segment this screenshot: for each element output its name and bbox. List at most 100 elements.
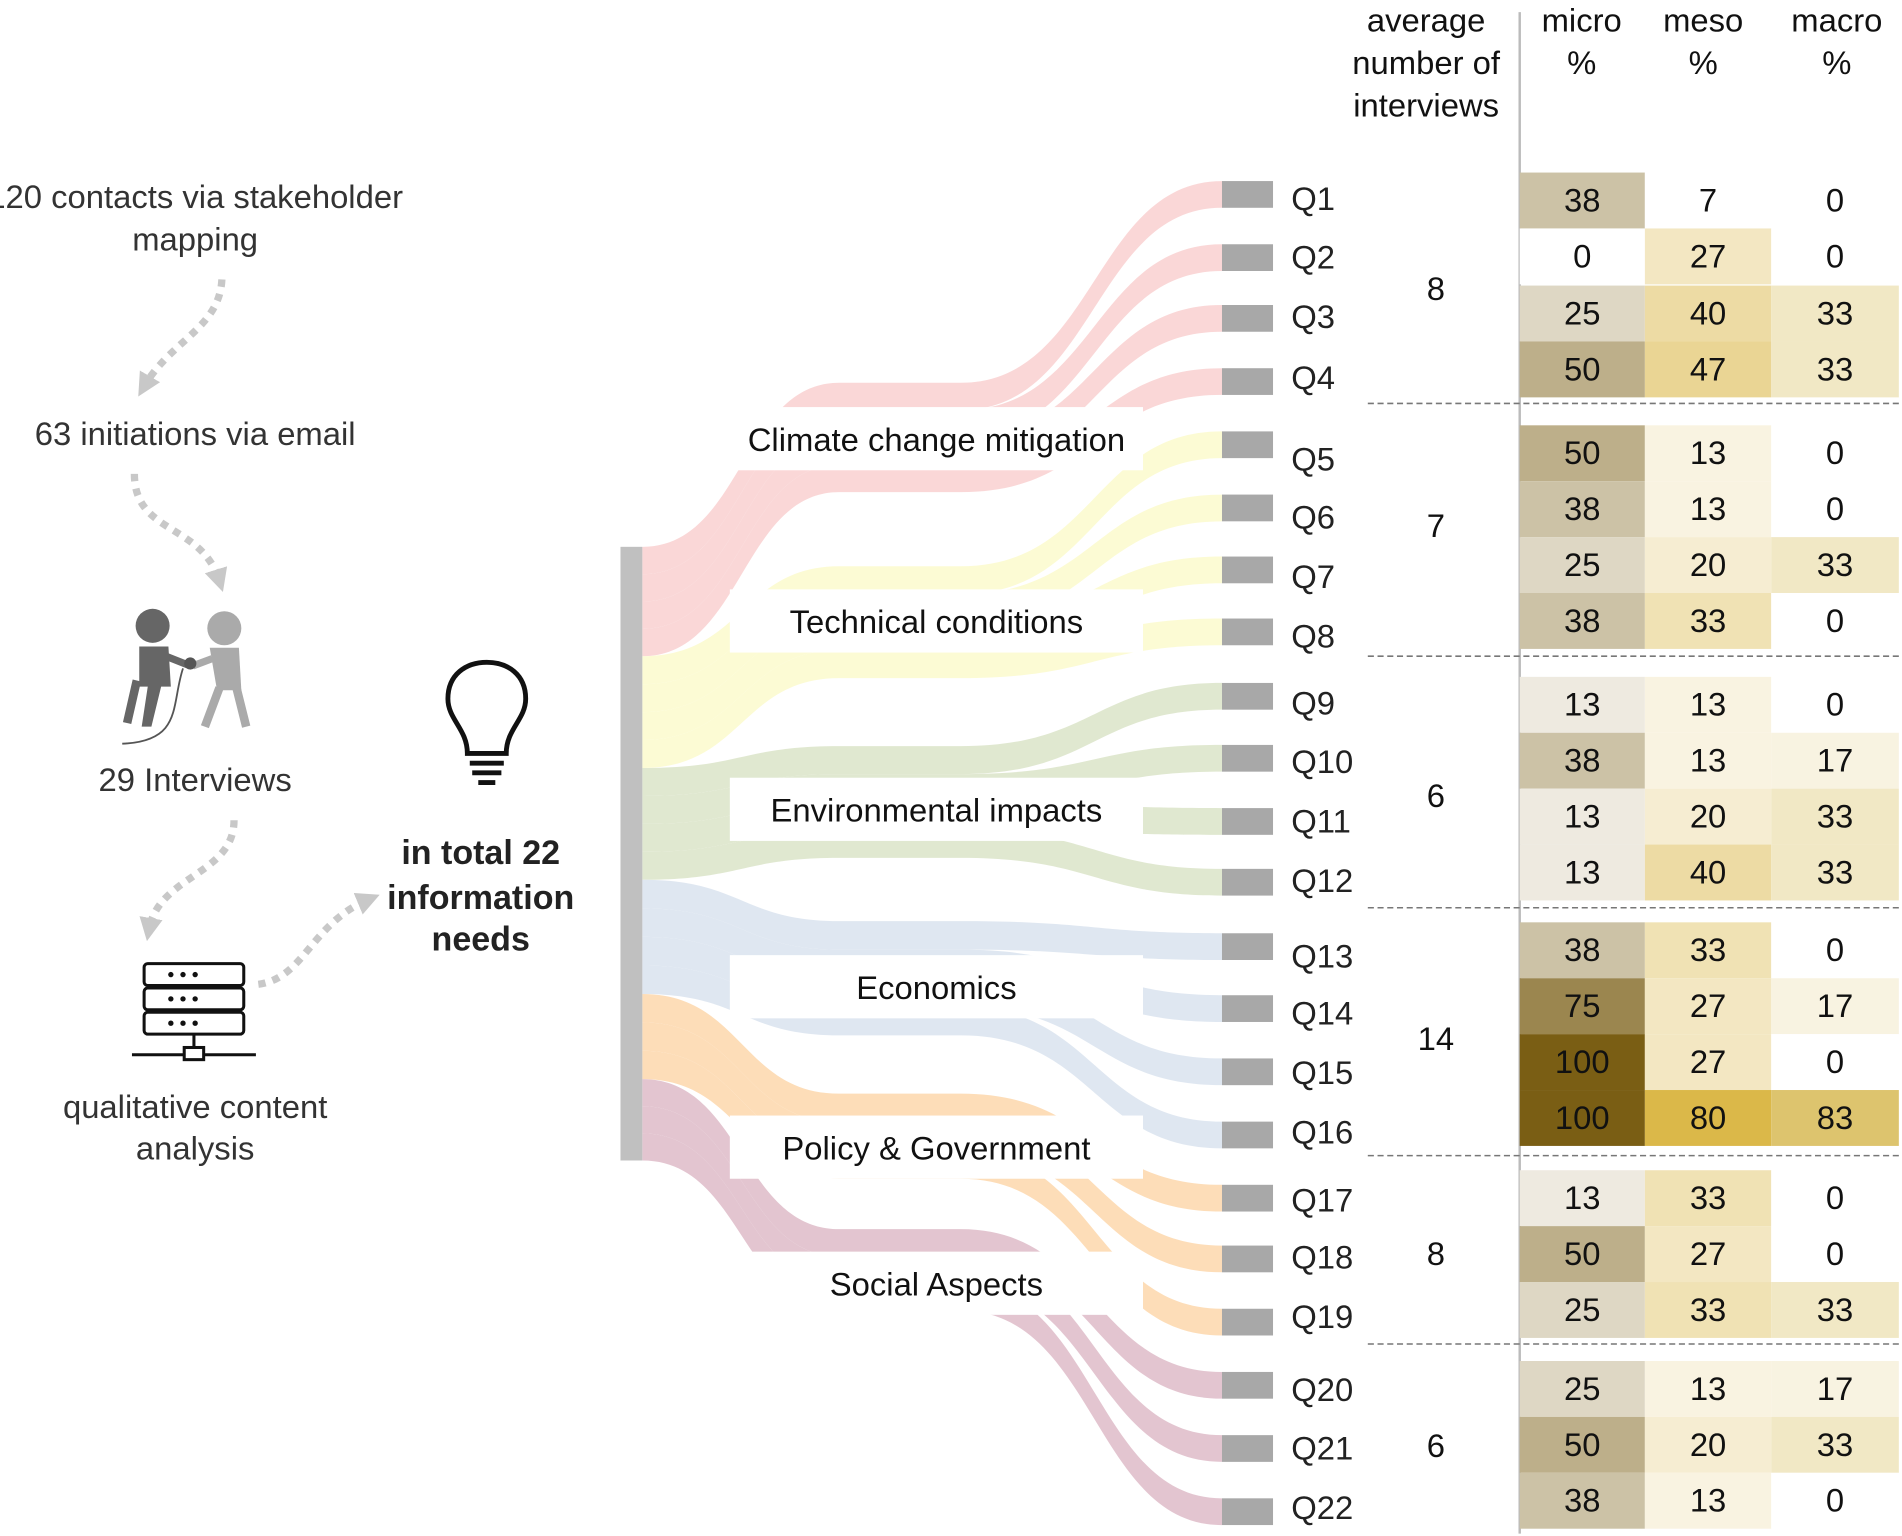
question-node (1221, 244, 1274, 271)
micro-value: 38 (1564, 490, 1600, 527)
question-label: Q18 (1291, 1239, 1353, 1276)
question-label: Q10 (1291, 743, 1353, 780)
macro-cell (1771, 481, 1899, 538)
meso-cell (1644, 172, 1772, 229)
category-label-box (729, 407, 1143, 471)
question-label: Q21 (1291, 1429, 1353, 1466)
category-label: Social Aspects (830, 1265, 1043, 1302)
category-label: Economics (856, 969, 1016, 1006)
micro-cell (1519, 922, 1645, 979)
step-email-initiations: 63 initiations via email (35, 415, 356, 452)
meso-value: 20 (1690, 546, 1726, 583)
header-average: average (1367, 2, 1486, 39)
question-node (1221, 744, 1274, 772)
result-line1: in total 22 (401, 834, 560, 872)
average-interviews: 8 (1427, 270, 1445, 307)
header-macro: % (1822, 44, 1851, 81)
micro-cell (1519, 1034, 1645, 1091)
meso-cell (1644, 481, 1772, 538)
macro-cell (1771, 676, 1899, 733)
micro-value: 38 (1564, 602, 1600, 639)
micro-cell (1519, 1472, 1645, 1529)
macro-cell (1771, 1090, 1899, 1146)
macro-cell (1771, 1282, 1899, 1338)
meso-value: 20 (1690, 1426, 1726, 1463)
macro-cell (1771, 537, 1899, 594)
macro-value: 33 (1817, 1426, 1853, 1463)
macro-cell (1771, 1416, 1899, 1473)
meso-value: 13 (1690, 686, 1726, 723)
question-node (1221, 305, 1274, 332)
micro-value: 38 (1564, 931, 1600, 968)
micro-value: 25 (1564, 546, 1600, 583)
meso-cell (1644, 1090, 1772, 1146)
question-node (1221, 618, 1274, 646)
sankey-flow (642, 829, 1222, 896)
meso-value: 27 (1690, 987, 1726, 1024)
category-label-box (729, 589, 1143, 653)
macro-value: 0 (1826, 686, 1844, 723)
meso-cell (1644, 676, 1772, 733)
question-label: Q11 (1291, 802, 1351, 839)
meso-cell (1644, 1416, 1772, 1473)
header-meso: % (1689, 44, 1718, 81)
question-label: Q5 (1291, 440, 1335, 477)
meso-cell (1644, 537, 1772, 594)
meso-cell (1644, 1361, 1772, 1417)
macro-value: 33 (1817, 350, 1853, 387)
micro-cell (1519, 537, 1645, 594)
micro-value: 75 (1564, 987, 1600, 1024)
macro-cell (1771, 732, 1899, 789)
macro-value: 33 (1817, 853, 1853, 890)
micro-value: 38 (1564, 181, 1600, 218)
sankey-diagram: Climate change mitigation Q1 Q2 Q3 Q4 Technic… (620, 180, 1353, 1526)
meso-value: 40 (1690, 294, 1726, 331)
average-interviews: 14 (1418, 1020, 1454, 1057)
sankey-flow (642, 618, 1222, 768)
micro-value: 50 (1564, 1426, 1600, 1463)
micro-value: 50 (1564, 1235, 1600, 1272)
macro-value: 0 (1826, 434, 1844, 471)
question-node (1221, 494, 1274, 522)
meso-cell (1644, 1170, 1772, 1227)
micro-cell (1519, 285, 1645, 342)
question-label: Q2 (1291, 239, 1335, 276)
question-node (1221, 1371, 1274, 1399)
macro-value: 0 (1826, 181, 1844, 218)
meso-cell (1644, 844, 1772, 901)
macro-cell (1771, 1361, 1899, 1417)
process-flow: 120 contacts via stakeholder mapping 63 … (0, 178, 574, 1166)
dotted-arrow-icon (130, 473, 228, 592)
step-content-analysis-line2: analysis (136, 1129, 255, 1166)
micro-value: 38 (1564, 1482, 1600, 1519)
meso-cell (1644, 732, 1772, 789)
question-node (1221, 1058, 1274, 1086)
sankey-flow (642, 1079, 1222, 1399)
meso-cell (1644, 1226, 1772, 1283)
macro-value: 0 (1826, 931, 1844, 968)
question-node (1221, 808, 1274, 835)
macro-value: 0 (1826, 1043, 1844, 1080)
question-label: Q14 (1291, 994, 1353, 1031)
question-label: Q4 (1291, 359, 1335, 396)
micro-value: 25 (1564, 1370, 1600, 1407)
micro-value: 38 (1564, 742, 1600, 779)
micro-cell (1519, 341, 1645, 398)
result-line3: needs (432, 920, 530, 958)
macro-cell (1771, 922, 1899, 979)
macro-cell (1771, 228, 1899, 285)
micro-cell (1519, 844, 1645, 901)
micro-cell (1519, 593, 1645, 649)
question-node (1221, 1498, 1274, 1526)
question-label: Q20 (1291, 1371, 1353, 1408)
micro-value: 13 (1564, 686, 1600, 723)
macro-value: 83 (1817, 1099, 1853, 1136)
meso-cell (1644, 788, 1772, 845)
meso-value: 33 (1690, 602, 1726, 639)
micro-cell (1519, 228, 1645, 285)
macro-value: 33 (1817, 798, 1853, 835)
meso-value: 20 (1690, 798, 1726, 835)
macro-value: 0 (1826, 490, 1844, 527)
macro-cell (1771, 978, 1899, 1035)
macro-cell (1771, 1472, 1899, 1529)
